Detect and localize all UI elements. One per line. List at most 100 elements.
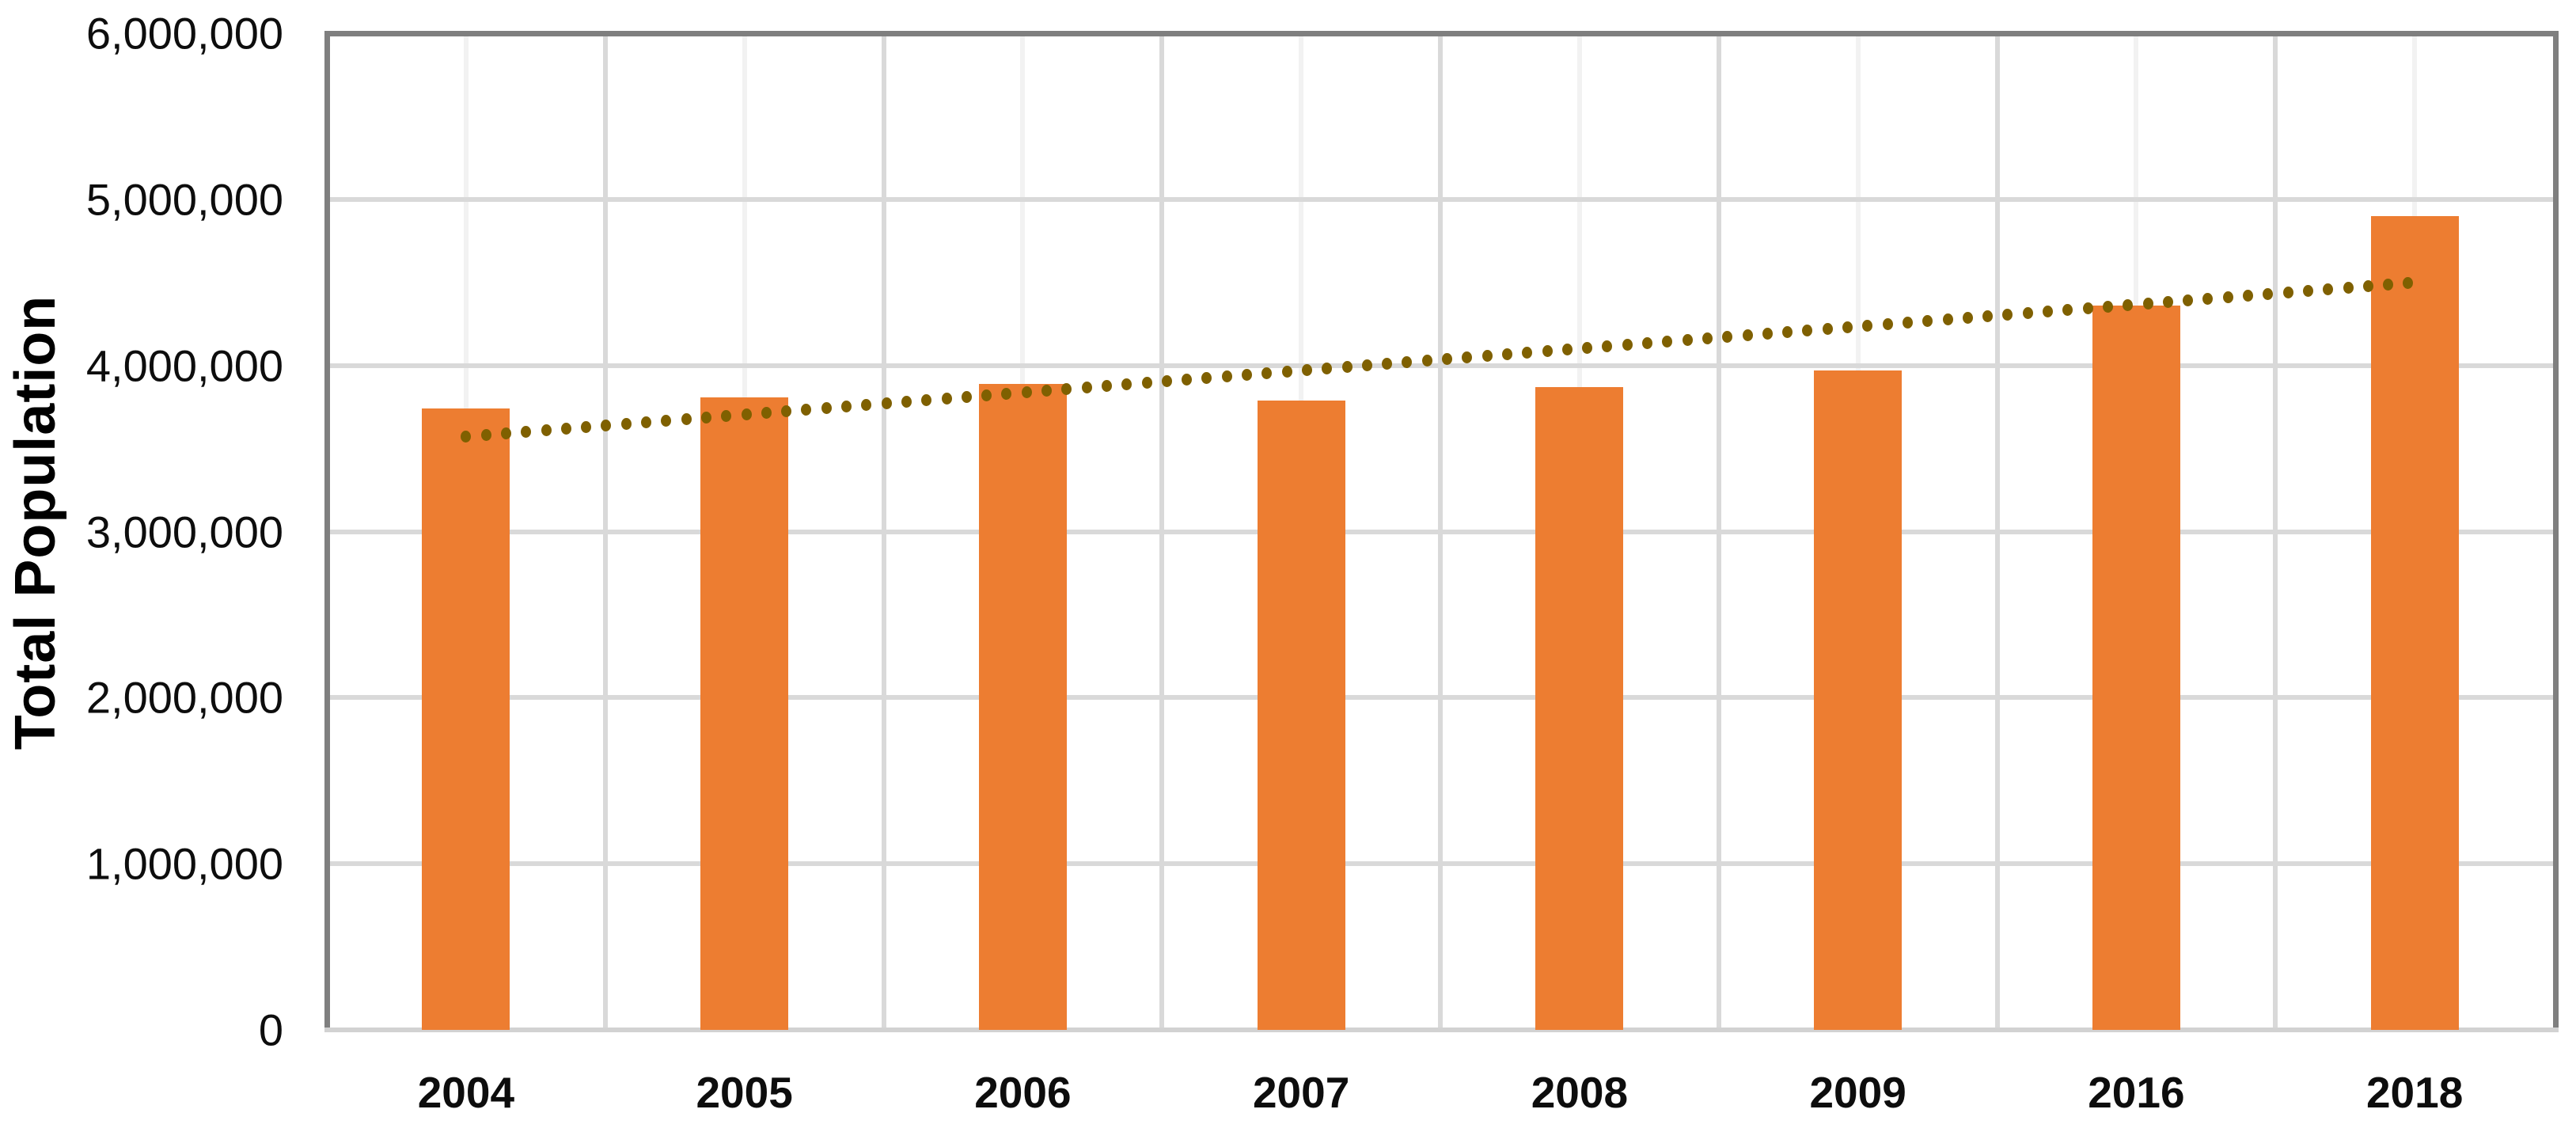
trendline-dot [681, 413, 692, 426]
trendline-dot [1501, 348, 1512, 361]
trendline-dot [1582, 342, 1593, 355]
trendline-dot [901, 396, 912, 408]
trendline-dot [661, 415, 672, 427]
trendline-dot [2102, 300, 2113, 313]
trendline-dot [1361, 359, 1372, 372]
trendline-dot [781, 405, 792, 418]
trendline-dot [1021, 386, 1032, 399]
trendline-dot [2302, 284, 2313, 297]
trendline-dot [2002, 308, 2013, 321]
trendline-dot [2323, 283, 2334, 295]
trendline-dot [1442, 353, 1453, 366]
major-gridline-horizontal [327, 196, 2554, 202]
trendline-dot [1101, 380, 1112, 393]
trendline-dot [1141, 377, 1152, 389]
trendline-dot [1242, 369, 1253, 382]
x-tick-label-2006: 2006 [974, 1068, 1072, 1117]
trendline-dot [921, 394, 932, 407]
trendline-dot [1341, 361, 1352, 374]
x-tick-label-2009: 2009 [1809, 1068, 1906, 1117]
y-tick-label-6: 6,000,000 [85, 8, 283, 59]
trendline-dot [500, 427, 511, 440]
trendline-dot [541, 424, 552, 437]
bar-2008 [1535, 386, 1624, 1030]
y-tick-label-5: 5,000,000 [85, 174, 283, 225]
trendline-dot [1081, 382, 1092, 394]
trendline-dot [1982, 310, 1994, 322]
trendline-dot [1642, 337, 1653, 350]
trendline-dot [1301, 364, 1312, 377]
trendline-dot [1782, 326, 1793, 339]
axis-border-left [324, 31, 330, 1030]
trendline-dot [480, 429, 491, 442]
trendline-dot [2383, 278, 2394, 291]
trendline-dot [2123, 298, 2134, 311]
trendline-dot [1882, 318, 1893, 331]
trendline-dot [1862, 320, 1873, 332]
trendline-dot [1382, 358, 1393, 370]
trendline-dot [801, 404, 812, 416]
trendline-dot [1702, 332, 1713, 345]
trendline-dot [521, 426, 532, 439]
trendline-dot [2343, 281, 2354, 294]
trendline-dot [1161, 375, 1172, 388]
y-tick-label-4: 4,000,000 [85, 340, 283, 391]
trendline-dot [1182, 374, 1193, 386]
trendline-dot [2403, 276, 2414, 289]
y-tick-label-2: 2,000,000 [85, 672, 283, 723]
x-tick-label-2005: 2005 [696, 1068, 793, 1117]
axis-border-right [2553, 31, 2559, 1030]
trendline-dot [1221, 370, 1232, 383]
trendline-dot [2243, 289, 2254, 302]
trendline-dot [1402, 356, 1413, 369]
bar-2006 [978, 383, 1067, 1030]
trendline-dot [981, 389, 992, 402]
trendline-dot [2142, 297, 2153, 310]
trendline-dot [1822, 323, 1833, 336]
major-gridline-horizontal [327, 363, 2554, 368]
x-tick-label-2008: 2008 [1531, 1068, 1629, 1117]
trendline-dot [1522, 347, 1533, 359]
trendline-dot [2082, 302, 2093, 314]
trendline-dot [2162, 295, 2173, 308]
trendline-dot [2222, 291, 2233, 303]
bar-2007 [1257, 400, 1345, 1030]
trendline-dot [881, 397, 892, 410]
bar-2009 [1814, 370, 1903, 1030]
x-tick-label-2004: 2004 [417, 1068, 515, 1117]
trendline-dot [1261, 367, 1273, 380]
trendline-dot [721, 410, 732, 423]
trendline-dot [861, 399, 872, 412]
bar-2004 [422, 408, 510, 1030]
trendline-dot [1962, 312, 1973, 324]
trendline-dot [1281, 366, 1292, 378]
trendline-dot [2263, 287, 2274, 300]
trendline-dot [1842, 321, 1853, 334]
major-gridline-horizontal [327, 529, 2554, 534]
trendline-dot [1462, 351, 1473, 364]
axis-border-top [324, 31, 2559, 36]
trendline-dot [2202, 292, 2214, 305]
trendline-dot [1662, 336, 1673, 348]
trendline-dot [1902, 317, 1913, 329]
trendline-dot [1922, 315, 1933, 328]
trendline-dot [1561, 344, 1573, 356]
x-tick-label-2018: 2018 [2365, 1068, 2464, 1117]
trendline-dot [761, 407, 772, 420]
trendline-dot [941, 393, 952, 405]
trendline-dot [1201, 372, 1212, 385]
trendline-dot [1061, 383, 1072, 396]
trendline-dot [1682, 334, 1693, 347]
y-tick-label-1: 1,000,000 [85, 838, 283, 889]
trendline-dot [841, 401, 852, 413]
trendline-dot [1481, 350, 1493, 363]
trendline-dot [2362, 279, 2373, 292]
trendline-dot [1762, 328, 1773, 340]
trendline-dot [741, 408, 752, 421]
